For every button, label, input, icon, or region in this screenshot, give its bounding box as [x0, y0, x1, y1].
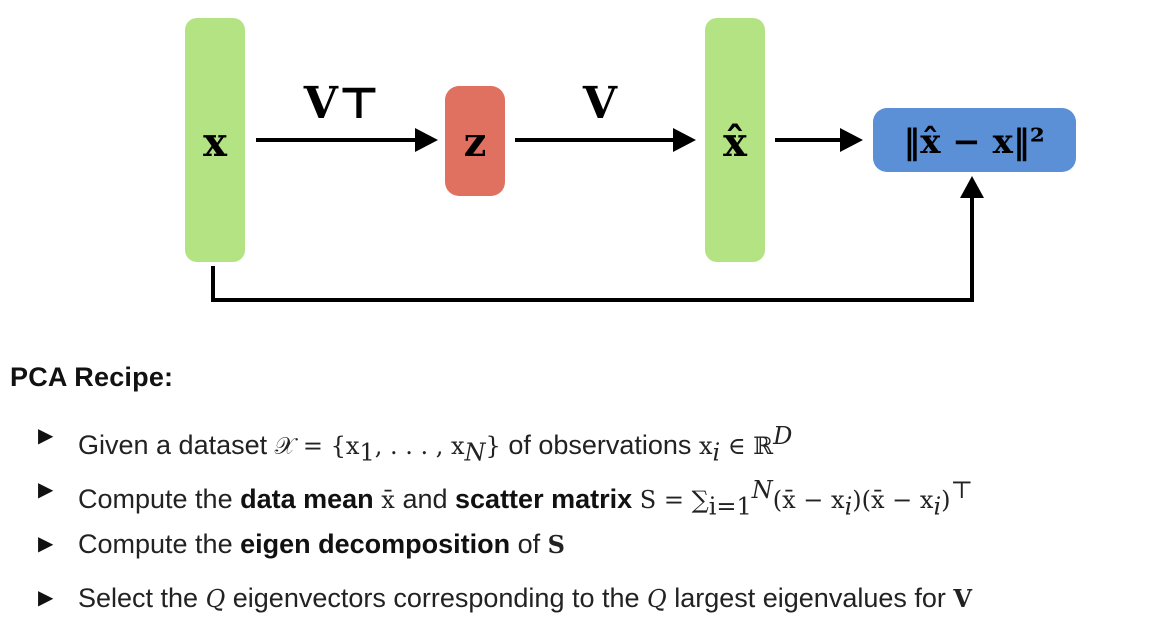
math-q: Q: [647, 585, 667, 613]
step-text: Select the: [78, 583, 206, 613]
recipe-step-eigen: ▶ Compute the eigen decomposition of S: [38, 526, 973, 580]
skip-arrowhead: [960, 176, 984, 198]
step-text: Compute the: [78, 529, 241, 559]
step-text: of observations: [500, 430, 699, 460]
loss-box: [873, 108, 1076, 172]
step-text: Compute the: [78, 484, 241, 514]
math-dataset-mid: , . . . , x: [374, 432, 465, 460]
math-sub: N: [464, 438, 486, 467]
step-bold: scatter matrix: [455, 484, 633, 514]
math-dataset-end: }: [485, 432, 501, 460]
triangle-right-icon: ▶: [38, 533, 54, 555]
math-sup: D: [773, 422, 793, 450]
math-scatter-end: ): [941, 486, 951, 514]
math-sub: 1: [359, 438, 375, 467]
triangle-right-icon: ▶: [38, 587, 54, 609]
decoder-label: V: [582, 78, 618, 129]
step-bold: eigen decomposition: [240, 529, 511, 559]
reconstruction-label: x̂: [723, 119, 748, 166]
math-observation: x: [698, 432, 713, 460]
math-scatter: S = ∑: [632, 486, 709, 514]
step-text: largest eigenvalues for: [666, 583, 954, 613]
encoder-arrowhead: [415, 128, 438, 152]
triangle-right-icon: ▶: [38, 425, 54, 447]
math-q: Q: [205, 585, 226, 613]
step-text: Given a dataset: [78, 430, 275, 460]
skip-connection: [211, 196, 974, 302]
input-label: x: [203, 119, 228, 166]
math-sub: i=1: [708, 492, 752, 521]
pca-diagram: x V⊤ z V x̂ ‖x̂ − x‖²: [185, 18, 1076, 302]
recipe-step-dataset: ▶ Given a dataset 𝒳 = {x1, . . . , xN} o…: [38, 418, 973, 472]
recipe-step-mean-scatter: ▶ Compute the data mean x̄ and scatter m…: [38, 472, 973, 526]
triangle-right-icon: ▶: [38, 479, 54, 501]
math-v: V: [953, 584, 973, 613]
step-text: eigenvectors corresponding to the: [225, 583, 648, 613]
loss-arrowhead: [840, 128, 863, 152]
math-scatter-term: )(x̄ − x: [852, 486, 934, 514]
decoder-arrowhead: [673, 128, 696, 152]
math-real-space: ∈ ℝ: [720, 432, 774, 460]
step-bold: data mean: [240, 484, 374, 514]
input-bar: [185, 18, 245, 262]
recipe-title: PCA Recipe:: [10, 362, 174, 392]
math-mean: x̄: [373, 486, 403, 514]
reconstruction-bar: [705, 18, 765, 262]
encoder-label: V⊤: [303, 78, 380, 129]
math-sub: i: [844, 492, 853, 521]
math-sup: N: [751, 476, 773, 504]
math-scatter-symbol: S: [547, 530, 565, 559]
latent-box: [445, 86, 505, 196]
loss-label: ‖x̂ − x‖²: [903, 122, 1045, 162]
latent-label: z: [464, 119, 487, 166]
math-dataset: 𝒳 = {x: [274, 432, 360, 460]
step-text: and: [402, 484, 456, 514]
math-sub: i: [933, 492, 942, 521]
math-sup: ⊤: [950, 476, 974, 504]
recipe-step-select: ▶ Select the Q eigenvectors correspondin…: [38, 580, 973, 634]
math-sub: i: [712, 438, 721, 467]
step-text: of: [510, 529, 548, 559]
recipe-list: ▶ Given a dataset 𝒳 = {x1, . . . , xN} o…: [38, 418, 973, 634]
math-scatter-term: (x̄ − x: [772, 486, 845, 514]
